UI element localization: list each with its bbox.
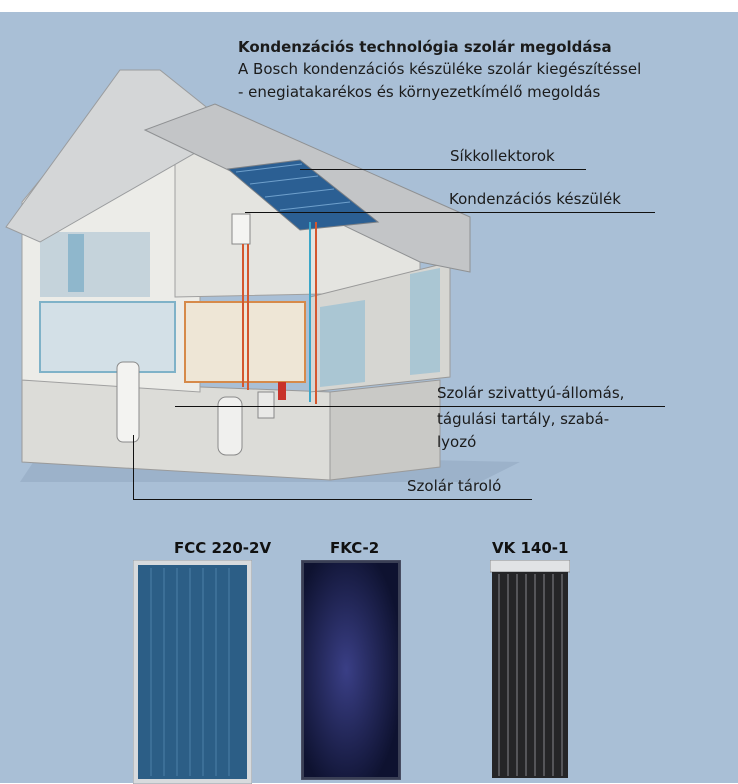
callout-pump-line3: lyozó bbox=[437, 433, 477, 451]
collector-fcc bbox=[133, 560, 252, 784]
callout-pump-line2: tágulási tartály, szabá- bbox=[437, 410, 610, 428]
leader-line-tank bbox=[133, 499, 532, 500]
product-label-fkc: FKC-2 bbox=[330, 539, 380, 557]
diagram-title: Kondenzációs technológia szolár megoldás… bbox=[238, 38, 612, 56]
leader-line-pump bbox=[175, 406, 665, 407]
house-illustration bbox=[5, 69, 520, 482]
leader-line-tank-vertical bbox=[133, 435, 134, 500]
callout-pump-line1: Szolár szivattyú-állomás, bbox=[437, 384, 625, 402]
callout-tank: Szolár tároló bbox=[407, 477, 502, 495]
leader-line-boiler bbox=[245, 212, 655, 213]
leader-line-collectors bbox=[300, 169, 586, 170]
collector-vk bbox=[490, 560, 570, 778]
product-label-fcc: FCC 220-2V bbox=[174, 539, 272, 557]
product-label-vk: VK 140-1 bbox=[492, 539, 569, 557]
background-panel: Kondenzációs technológia szolár megoldás… bbox=[0, 12, 738, 784]
diagram-subtitle-line2: - enegiatakarékos és környezetkímélő meg… bbox=[238, 83, 601, 101]
collector-fkc bbox=[301, 560, 401, 780]
callout-boiler: Kondenzációs készülék bbox=[449, 190, 621, 208]
callout-collectors: Síkkollektorok bbox=[450, 147, 555, 165]
diagram-subtitle-line1: A Bosch kondenzációs készüléke szolár ki… bbox=[238, 60, 642, 78]
